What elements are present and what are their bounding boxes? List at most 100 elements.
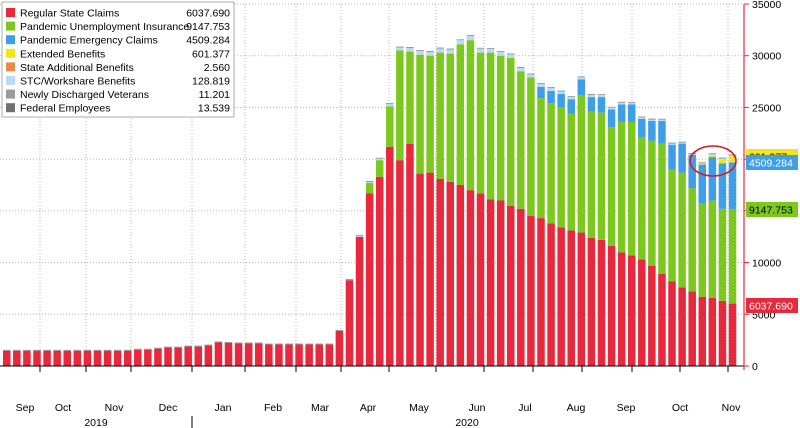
bar-segment-6-46 [466,35,475,36]
bar-segment-2-72 [728,162,737,209]
legend-value-5: 128.819 [192,76,230,88]
bar-segment-0-42 [426,172,434,366]
bar-segment-6-22 [224,342,233,343]
bar-segment-1-54 [547,103,555,224]
bar-segment-6-29 [295,343,303,345]
bar-segment-6-1 [13,349,21,351]
bar-segment-0-66 [668,281,676,366]
bar-segment-0-20 [204,345,213,366]
bar-segment-2-69 [698,164,707,204]
bar-segment-6-41 [416,50,424,51]
bar-segment-6-4 [43,349,51,351]
bar-segment-0-70 [708,297,717,366]
bar-segment-0-14 [144,349,152,366]
x-month-label-11: Aug [567,402,586,414]
bar-segment-0-57 [577,232,586,366]
bar-segment-2-70 [708,157,717,201]
x-month-label-8: May [409,402,430,414]
bar-segment-1-49 [496,55,505,201]
bar-segment-0-32 [325,344,334,366]
y-tick-label-5: 25000 [752,102,781,114]
bar-segment-0-30 [305,344,313,366]
x-month-label-9: Jun [469,402,486,414]
legend-label-7: Federal Employees [20,103,110,115]
bar-segment-0-58 [587,237,596,366]
bar-segment-1-44 [446,53,455,182]
bar-segment-6-38 [386,102,394,104]
bar-segment-1-43 [436,52,444,179]
bar-segment-0-5 [53,350,61,366]
x-month-label-13: Oct [672,402,688,414]
bar-segment-0-25 [255,343,263,366]
bar-segment-1-72 [728,208,737,304]
bar-segment-0-16 [164,347,172,366]
legend-value-6: 11.201 [199,89,230,101]
bar-segment-4-71 [718,157,727,160]
bar-segment-6-58 [587,94,596,95]
last-value-label-1: 4509.284 [749,158,793,170]
x-month-label-4: Jan [215,402,232,414]
bar-segment-1-38 [386,106,394,147]
highlight-circle [689,145,737,177]
last-value-label-2: 9147.753 [749,205,793,217]
bar-segment-6-3 [33,349,41,351]
bar-segment-3-69 [698,164,707,165]
bar-segment-0-39 [396,160,404,366]
bar-segment-6-37 [375,157,384,159]
bar-segment-6-28 [285,343,293,345]
bar-segment-2-67 [678,143,686,173]
bar-segment-6-18 [184,345,192,347]
bar-segment-6-39 [396,46,404,48]
bar-segment-0-63 [638,259,646,366]
bar-segment-2-63 [638,118,646,138]
bar-segment-4-54 [547,87,555,91]
bar-segment-6-13 [134,348,142,350]
bar-segment-0-52 [527,216,535,366]
bar-segment-2-62 [627,104,636,122]
legend-label-4: State Additional Benefits [20,62,134,74]
bar-segment-1-47 [476,52,485,194]
bar-segment-0-65 [658,273,666,366]
legend-value-7: 13.539 [198,103,230,115]
bar-segment-4-53 [537,83,545,87]
legend-label-1: Pandemic Unemployment Insurance [20,21,189,33]
bar-segment-6-26 [265,343,273,345]
x-year-label-2019: 2019 [84,417,108,428]
bar-segment-4-70 [708,153,717,156]
bar-segment-0-28 [285,344,293,366]
last-value-box-3 [746,298,798,313]
bar-segment-1-45 [456,44,465,186]
y-tick-label-0: 0 [752,361,758,373]
bar-segment-0-1 [13,350,21,366]
bar-segment-6-62 [627,101,636,103]
bar-segment-0-8 [83,350,92,366]
y-tick-label-7: 35000 [752,0,781,11]
bar-segment-6-50 [507,53,515,55]
bar-segment-1-39 [396,50,404,161]
legend-swatch-3 [6,48,15,58]
bar-segment-0-67 [678,287,686,366]
bar-segment-1-57 [577,95,586,233]
bar-segment-0-55 [557,227,565,366]
bar-segment-0-59 [597,239,606,366]
bar-segment-2-71 [718,163,727,209]
legend-swatch-7 [6,103,15,113]
bar-segment-0-26 [265,344,273,366]
bar-segment-6-12 [123,349,132,351]
bar-segment-6-45 [456,39,465,40]
bars [3,35,737,366]
bar-segment-6-19 [194,345,203,347]
bar-segment-0-44 [446,181,455,366]
last-value-box-2 [746,202,798,217]
bar-segment-6-14 [144,348,152,350]
bar-segment-6-42 [426,51,434,52]
bar-segment-0-64 [648,265,656,366]
bar-segment-1-53 [537,98,545,219]
bar-segment-0-35 [355,236,364,366]
bar-segment-4-40 [406,47,414,52]
bar-segment-0-38 [386,146,394,366]
